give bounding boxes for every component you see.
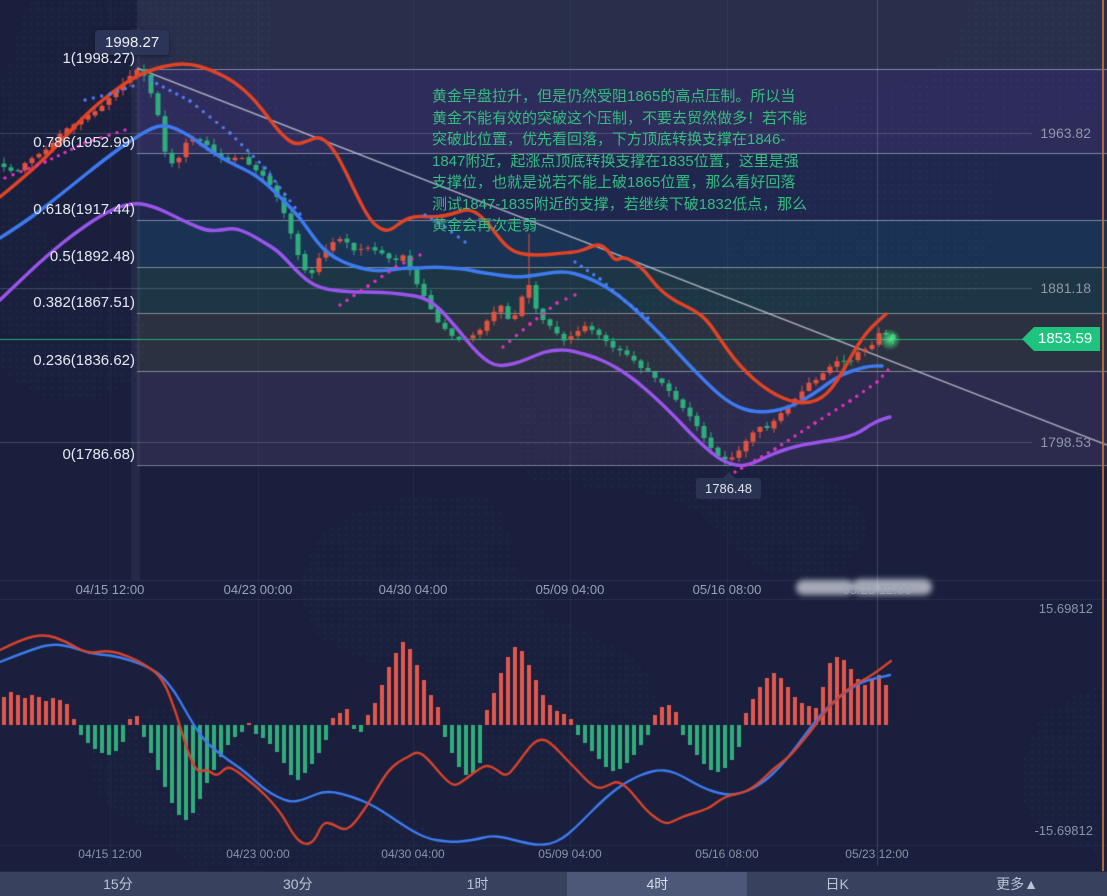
timeframe-button-15分[interactable]: 15分 <box>103 876 133 892</box>
fib-level-label: 0.382(1867.51) <box>33 294 135 312</box>
x-axis-tick-label: 05/09 04:00 <box>538 847 602 861</box>
x-axis-tick-label: 05/23 12:00 <box>845 847 909 861</box>
fib-level-label: 0.236(1836.62) <box>33 352 135 370</box>
timeframe-button-1时[interactable]: 1时 <box>466 876 489 892</box>
indicator-upper-value: 15.69812 <box>1038 601 1093 616</box>
x-axis-tick-label: 04/23 00:00 <box>226 847 290 861</box>
timeframe-toolbar: 15分 30分 1时 4时 日K 更多▲ <box>0 871 1107 896</box>
right-axis-price-label: 1963.82 <box>1040 125 1091 141</box>
timeframe-button-更多▲[interactable]: 更多▲ <box>996 876 1038 892</box>
x-axis-tick-label: 04/30 04:00 <box>381 847 445 861</box>
indicator-lower-value: -15.69812 <box>1034 823 1093 838</box>
x-axis-tick-label: 05/23 12:00 <box>842 582 912 597</box>
fib-level-label: 0.786(1952.99) <box>33 134 135 152</box>
fib-level-label: 0(1786.68) <box>62 445 135 463</box>
x-axis-tick-label: 05/16 08:00 <box>695 847 759 861</box>
chart-canvas[interactable] <box>0 0 1107 871</box>
x-axis-tick-label: 05/09 04:00 <box>535 582 605 597</box>
current-price-tag: 1853.59 <box>1022 327 1101 351</box>
right-axis-price-label: 1881.18 <box>1040 279 1091 296</box>
right-edge-time-marker <box>1102 0 1104 871</box>
low-price-tooltip: 1786.48 <box>696 472 761 499</box>
timeframe-button-日K[interactable]: 日K <box>825 876 849 892</box>
timeframe-button-30分[interactable]: 30分 <box>282 876 313 892</box>
timeframe-button-4时[interactable]: 4时 <box>567 872 748 896</box>
analysis-annotation: 黄金早盘拉升，但是仍然受阻1865的高点压制。所以当黄金不能有效的突破这个压制，… <box>432 88 808 234</box>
x-axis-tick-label: 04/15 12:00 <box>78 847 142 861</box>
fib-level-label: 0.618(1917.44) <box>33 200 135 218</box>
x-axis-tick-label: 04/30 04:00 <box>378 582 448 597</box>
fib-level-label: 0.5(1892.48) <box>49 247 135 265</box>
high-price-tooltip: 1998.27 <box>95 30 170 55</box>
x-axis-tick-label: 04/15 12:00 <box>75 582 145 597</box>
x-axis-tick-label: 04/23 00:00 <box>223 582 293 597</box>
fib-level-label: 1(1998.27) <box>62 49 135 67</box>
x-axis-tick-label: 05/16 08:00 <box>692 582 762 597</box>
right-axis-price-label: 1798.53 <box>1040 434 1091 451</box>
